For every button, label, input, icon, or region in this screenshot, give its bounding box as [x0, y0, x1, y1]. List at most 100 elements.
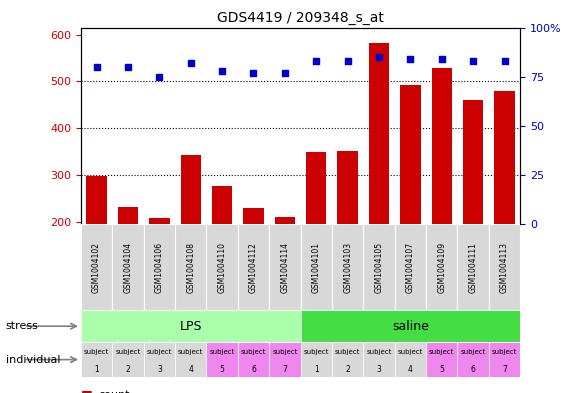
Bar — [369, 43, 389, 224]
Text: 6: 6 — [470, 365, 476, 374]
FancyBboxPatch shape — [206, 342, 238, 377]
Text: 2: 2 — [125, 365, 131, 374]
Text: subject: subject — [429, 349, 454, 355]
Text: subject: subject — [492, 349, 517, 355]
Text: 4: 4 — [408, 365, 413, 374]
Text: 5: 5 — [439, 365, 444, 374]
FancyBboxPatch shape — [206, 224, 238, 310]
Point — [186, 60, 195, 66]
Text: 1: 1 — [314, 365, 318, 374]
Text: ■: ■ — [81, 388, 92, 393]
Bar — [494, 91, 515, 224]
Text: GSM1004104: GSM1004104 — [124, 242, 132, 293]
Text: subject: subject — [272, 349, 298, 355]
FancyBboxPatch shape — [301, 310, 520, 342]
Text: 2: 2 — [345, 365, 350, 374]
Point — [249, 70, 258, 76]
Text: GSM1004105: GSM1004105 — [375, 242, 383, 293]
Point — [217, 68, 227, 74]
Text: subject: subject — [209, 349, 235, 355]
FancyBboxPatch shape — [144, 224, 175, 310]
Text: individual: individual — [6, 354, 60, 365]
FancyBboxPatch shape — [238, 342, 269, 377]
Bar — [338, 151, 358, 224]
Bar — [149, 219, 169, 224]
Text: 3: 3 — [376, 365, 381, 374]
FancyBboxPatch shape — [112, 342, 144, 377]
Text: GSM1004112: GSM1004112 — [249, 242, 258, 293]
Point — [375, 54, 384, 60]
FancyBboxPatch shape — [81, 310, 301, 342]
Text: GSM1004101: GSM1004101 — [312, 242, 321, 293]
Bar — [118, 207, 138, 224]
Text: GSM1004108: GSM1004108 — [186, 242, 195, 293]
Text: subject: subject — [84, 349, 109, 355]
Text: GSM1004106: GSM1004106 — [155, 242, 164, 293]
FancyBboxPatch shape — [301, 224, 332, 310]
Point — [155, 73, 164, 80]
Text: 7: 7 — [502, 365, 507, 374]
Title: GDS4419 / 209348_s_at: GDS4419 / 209348_s_at — [217, 11, 384, 25]
Text: subject: subject — [335, 349, 360, 355]
Text: subject: subject — [366, 349, 392, 355]
FancyBboxPatch shape — [175, 342, 206, 377]
Text: subject: subject — [115, 349, 140, 355]
Text: GSM1004110: GSM1004110 — [218, 242, 227, 293]
Point — [469, 58, 478, 64]
FancyBboxPatch shape — [457, 342, 489, 377]
Point — [280, 70, 290, 76]
FancyBboxPatch shape — [364, 224, 395, 310]
FancyBboxPatch shape — [426, 342, 457, 377]
Text: 7: 7 — [283, 365, 287, 374]
Text: subject: subject — [398, 349, 423, 355]
FancyBboxPatch shape — [81, 342, 112, 377]
FancyBboxPatch shape — [269, 224, 301, 310]
Point — [500, 58, 509, 64]
Text: LPS: LPS — [180, 320, 202, 333]
Point — [92, 64, 101, 70]
Text: subject: subject — [303, 349, 329, 355]
Point — [312, 58, 321, 64]
Text: 6: 6 — [251, 365, 256, 374]
Bar — [87, 176, 107, 224]
Text: GSM1004109: GSM1004109 — [438, 242, 446, 293]
Text: 1: 1 — [94, 365, 99, 374]
Bar — [275, 217, 295, 224]
Bar — [463, 100, 483, 224]
FancyBboxPatch shape — [426, 224, 457, 310]
Point — [406, 56, 415, 62]
Bar — [432, 68, 452, 224]
Point — [437, 56, 446, 62]
FancyBboxPatch shape — [269, 342, 301, 377]
Text: GSM1004113: GSM1004113 — [500, 242, 509, 293]
FancyBboxPatch shape — [112, 224, 144, 310]
FancyBboxPatch shape — [395, 342, 426, 377]
Bar — [180, 155, 201, 224]
FancyBboxPatch shape — [175, 224, 206, 310]
Text: stress: stress — [6, 321, 39, 331]
Bar — [306, 152, 327, 224]
Bar — [212, 186, 232, 224]
Bar — [400, 84, 421, 224]
Text: saline: saline — [392, 320, 429, 333]
Point — [343, 58, 352, 64]
Text: GSM1004102: GSM1004102 — [92, 242, 101, 293]
Text: 4: 4 — [188, 365, 193, 374]
Text: subject: subject — [241, 349, 266, 355]
FancyBboxPatch shape — [395, 224, 426, 310]
Text: count: count — [98, 390, 129, 393]
FancyBboxPatch shape — [301, 342, 332, 377]
Text: subject: subject — [147, 349, 172, 355]
FancyBboxPatch shape — [364, 342, 395, 377]
FancyBboxPatch shape — [332, 224, 364, 310]
Text: GSM1004103: GSM1004103 — [343, 242, 352, 293]
Text: GSM1004114: GSM1004114 — [280, 242, 290, 293]
Text: GSM1004111: GSM1004111 — [469, 242, 477, 293]
FancyBboxPatch shape — [81, 224, 112, 310]
Text: 3: 3 — [157, 365, 162, 374]
Bar — [243, 208, 264, 224]
Text: 5: 5 — [220, 365, 225, 374]
FancyBboxPatch shape — [457, 224, 489, 310]
FancyBboxPatch shape — [489, 342, 520, 377]
Text: subject: subject — [461, 349, 486, 355]
